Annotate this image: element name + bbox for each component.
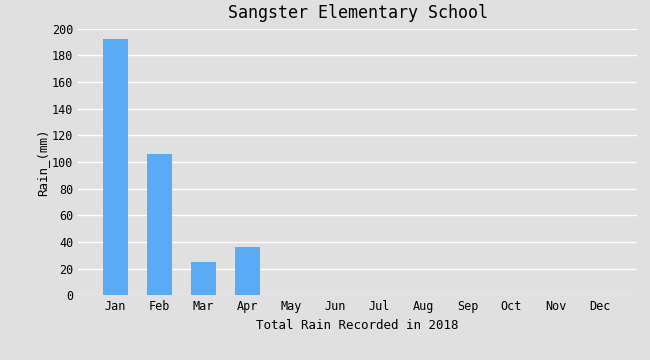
Bar: [148, 154, 172, 295]
Bar: [103, 40, 127, 295]
Y-axis label: Rain_(mm): Rain_(mm): [36, 128, 49, 196]
Bar: [235, 247, 259, 295]
Bar: [191, 262, 216, 295]
X-axis label: Total Rain Recorded in 2018: Total Rain Recorded in 2018: [256, 319, 459, 332]
Title: Sangster Elementary School: Sangster Elementary School: [227, 4, 488, 22]
